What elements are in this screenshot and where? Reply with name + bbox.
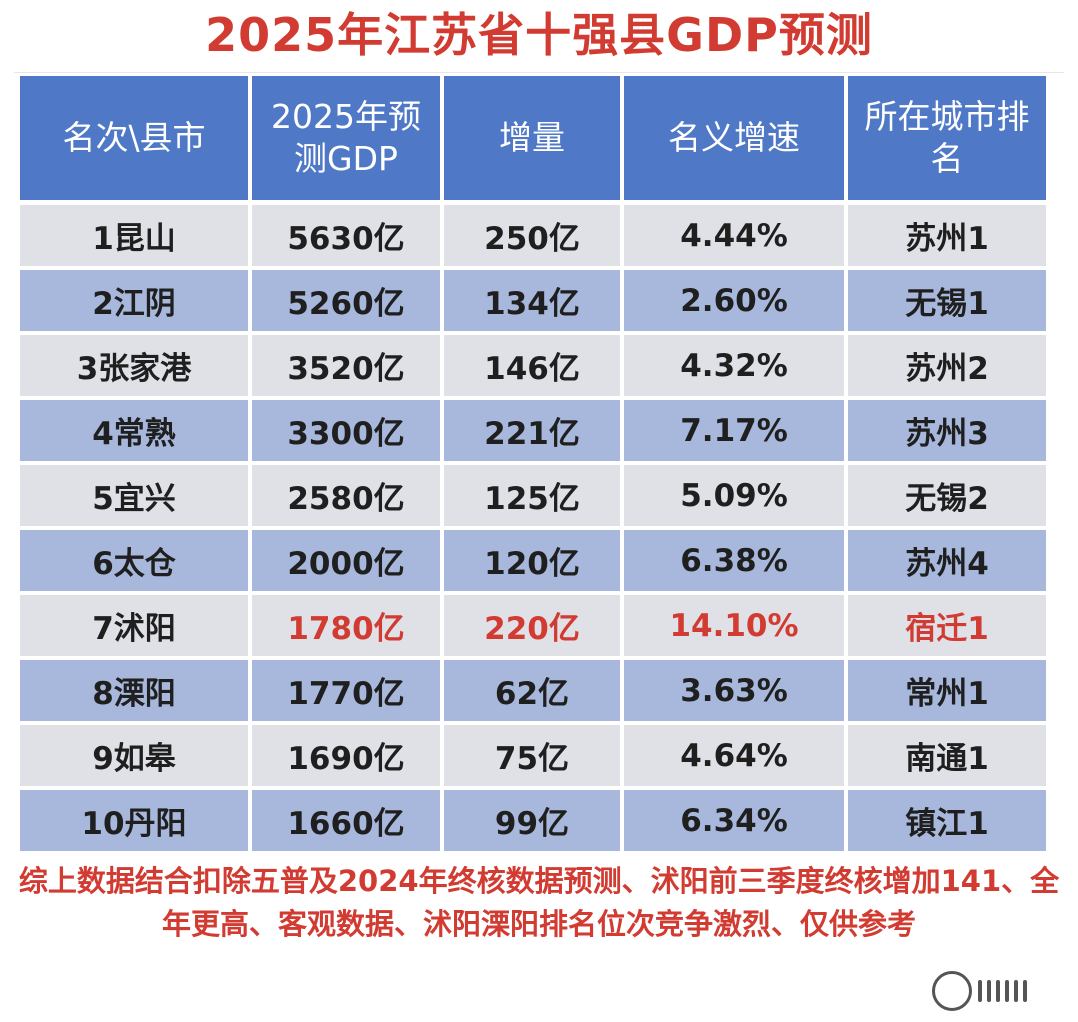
footnote: 综上数据结合扣除五普及2024年终核数据预测、沭阳前三季度终核增加141、全年更… [18, 864, 1060, 941]
cell-gdp: 2000亿 [252, 530, 440, 591]
cell-increment: 146亿 [444, 335, 620, 396]
cell-increment: 99亿 [444, 790, 620, 851]
cell-city-rank: 苏州4 [848, 530, 1046, 591]
cell-rank-county: 8溧阳 [20, 660, 248, 721]
cell-rank-county: 1昆山 [20, 205, 248, 266]
cell-gdp: 1770亿 [252, 660, 440, 721]
cell-rank-county: 10丹阳 [20, 790, 248, 851]
cell-rank-county: 4常熟 [20, 400, 248, 461]
cell-gdp: 1690亿 [252, 725, 440, 786]
header-gdp: 2025年预测GDP [252, 76, 440, 200]
cell-rank-county: 5宜兴 [20, 465, 248, 526]
cell-city-rank: 南通1 [848, 725, 1046, 786]
cell-city-rank: 无锡1 [848, 270, 1046, 331]
cell-increment: 62亿 [444, 660, 620, 721]
cell-city-rank: 无锡2 [848, 465, 1046, 526]
cell-rank-county: 3张家港 [20, 335, 248, 396]
cell-increment: 75亿 [444, 725, 620, 786]
cell-rank-county: 7沭阳 [20, 595, 248, 656]
cell-growth: 4.32% [624, 335, 844, 396]
header-rank-county: 名次\县市 [20, 76, 248, 200]
cell-rank-county: 9如皋 [20, 725, 248, 786]
cell-increment: 134亿 [444, 270, 620, 331]
cell-increment: 125亿 [444, 465, 620, 526]
cell-gdp: 5630亿 [252, 205, 440, 266]
cell-growth: 14.10% [624, 595, 844, 656]
cell-gdp: 3520亿 [252, 335, 440, 396]
cell-growth: 3.63% [624, 660, 844, 721]
cell-growth: 2.60% [624, 270, 844, 331]
cell-growth: 7.17% [624, 400, 844, 461]
cell-growth: 4.44% [624, 205, 844, 266]
cell-growth: 6.34% [624, 790, 844, 851]
cell-growth: 4.64% [624, 725, 844, 786]
watermark-bars-icon [977, 980, 1027, 1002]
cell-gdp: 2580亿 [252, 465, 440, 526]
header-increment: 增量 [444, 76, 620, 200]
cell-city-rank: 苏州3 [848, 400, 1046, 461]
cell-city-rank: 宿迁1 [848, 595, 1046, 656]
divider [14, 72, 1064, 73]
gdp-table: 名次\县市 2025年预测GDP 增量 名义增速 所在城市排名 1昆山 5630亿… [20, 76, 1048, 855]
header-city-rank: 所在城市排名 [848, 76, 1046, 200]
cell-gdp: 1660亿 [252, 790, 440, 851]
cell-gdp: 5260亿 [252, 270, 440, 331]
cell-growth: 6.38% [624, 530, 844, 591]
cell-city-rank: 镇江1 [848, 790, 1046, 851]
cell-increment: 120亿 [444, 530, 620, 591]
cell-city-rank: 苏州2 [848, 335, 1046, 396]
cell-city-rank: 苏州1 [848, 205, 1046, 266]
cell-increment: 221亿 [444, 400, 620, 461]
watermark-circle-icon [931, 971, 972, 1011]
cell-gdp: 1780亿 [252, 595, 440, 656]
header-growth: 名义增速 [624, 76, 844, 200]
page-title: 2025年江苏省十强县GDP预测 [205, 8, 873, 62]
cell-increment: 220亿 [444, 595, 620, 656]
cell-rank-county: 2江阴 [20, 270, 248, 331]
watermark-icon [902, 968, 1056, 1014]
cell-increment: 250亿 [444, 205, 620, 266]
cell-growth: 5.09% [624, 465, 844, 526]
cell-city-rank: 常州1 [848, 660, 1046, 721]
cell-gdp: 3300亿 [252, 400, 440, 461]
cell-rank-county: 6太仓 [20, 530, 248, 591]
